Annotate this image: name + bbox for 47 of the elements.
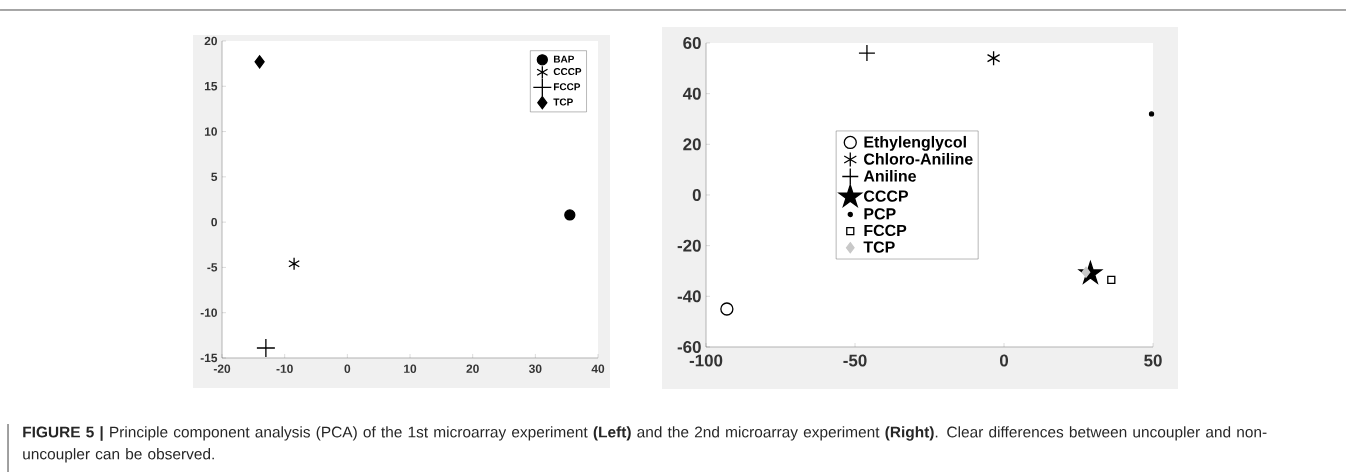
y-tick-label: 20	[204, 36, 217, 46]
x-tick-label: 30	[528, 364, 542, 373]
x-tick-label: -100	[689, 354, 723, 367]
point	[986, 50, 1001, 66]
point	[564, 209, 576, 221]
legend-label: Ethylenglycol	[864, 135, 966, 151]
y-tick-label: -10	[200, 308, 217, 317]
legend-label: Aniline	[863, 170, 916, 182]
x-tick-label: 20	[466, 364, 479, 373]
legend-label: FCCP	[864, 224, 907, 237]
legend-label: PCP	[864, 208, 896, 220]
y-tick-label: 20	[683, 138, 701, 151]
point	[1081, 266, 1091, 278]
point	[720, 302, 734, 316]
x-tick-label: -50	[843, 354, 867, 367]
point	[254, 55, 265, 69]
x-tick-label: -10	[276, 364, 293, 373]
y-tick-label: -40	[677, 290, 701, 303]
legend-label: FCCP	[553, 83, 581, 91]
point	[256, 338, 276, 358]
y-tick-label: 0	[211, 217, 217, 227]
text: FIGURE 5 | Principle component analysis (PCA) of the 1st microarray experiment (Left) and the 2nd microarray experiment (Right). Clear differences between uncoupler and non-uncoupler can be observed.	[23, 426, 1267, 463]
legend-label: BAP	[553, 55, 575, 63]
legend-label: Chloro-Aniline	[864, 152, 973, 165]
y-tick-label: 40	[682, 87, 701, 100]
x-tick-label: 50	[1144, 354, 1162, 367]
y-tick-label: 60	[683, 36, 701, 49]
point	[858, 44, 876, 62]
legend-label: CCCP	[553, 68, 582, 76]
point	[288, 257, 300, 271]
y-tick-label: 0	[692, 188, 701, 201]
x-tick-label: 40	[591, 364, 605, 373]
y-tick-label: -15	[200, 353, 218, 363]
y-tick-label: -5	[207, 263, 218, 272]
y-tick-label: 15	[204, 82, 218, 91]
x-tick-label: 0	[999, 354, 1009, 367]
point	[1107, 275, 1116, 284]
y-tick-label: -20	[677, 239, 701, 252]
x-tick-label: 10	[404, 364, 417, 373]
legend-label: TCP	[863, 241, 895, 253]
point	[1148, 111, 1155, 117]
legend-label: TCP	[553, 98, 573, 106]
x-tick-label: 0	[344, 364, 351, 373]
y-tick-label: 10	[204, 127, 217, 136]
y-tick-label: 5	[211, 172, 218, 182]
legend-label: CCCP	[864, 190, 908, 202]
y-tick-label: -60	[677, 340, 701, 353]
